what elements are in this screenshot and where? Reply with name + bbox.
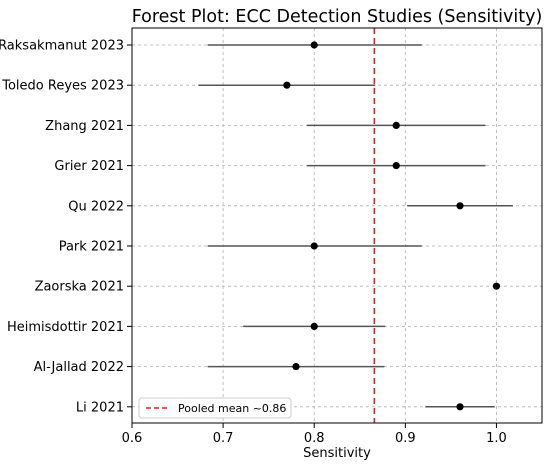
grid-layer [131, 28, 542, 423]
y-tick-label: Raksakmanut 2023 [0, 39, 124, 54]
point-estimate [310, 322, 318, 330]
legend-label: Pooled mean ~0.86 [178, 402, 286, 415]
x-tick-layer: 0.6 0.7 0.8 0.9 1.0 [122, 423, 507, 446]
x-tick-label: 0.9 [395, 431, 416, 446]
ci-layer [198, 44, 513, 408]
point-estimate [310, 242, 318, 250]
x-axis-label: Sensitivity [303, 446, 371, 461]
y-tick-layer: Raksakmanut 2023 Toledo Reyes 2023 Zhang 2… [0, 39, 132, 415]
point-estimate [310, 41, 318, 49]
point-estimate [456, 403, 464, 411]
y-tick-label: Grier 2021 [54, 159, 124, 174]
y-tick-label: Al-Jallad 2022 [34, 360, 124, 375]
y-tick-label: Qu 2022 [68, 199, 124, 214]
point-estimate [292, 363, 300, 371]
point-estimate [283, 81, 291, 89]
x-tick-label: 0.8 [304, 431, 325, 446]
plot-frame [131, 27, 543, 424]
y-tick-label: Zaorska 2021 [35, 280, 124, 295]
y-tick-label: Zhang 2021 [45, 119, 124, 134]
x-tick-label: 1.0 [486, 431, 507, 446]
x-tick-label: 0.7 [213, 431, 234, 446]
legend-box [138, 397, 292, 419]
y-tick-label: Heimisdottir 2021 [7, 320, 124, 335]
y-tick-label: Toledo Reyes 2023 [1, 79, 124, 94]
x-tick-label: 0.6 [122, 431, 143, 446]
point-estimate [456, 202, 464, 210]
legend: Pooled mean ~0.86 [138, 397, 292, 419]
y-tick-label: Park 2021 [59, 240, 124, 255]
chart-title: Forest Plot: ECC Detection Studies (Sens… [132, 7, 543, 27]
point-layer [283, 41, 501, 411]
y-tick-label: Li 2021 [76, 400, 124, 415]
point-estimate [392, 121, 400, 129]
point-estimate [392, 162, 400, 170]
point-estimate [492, 282, 501, 290]
